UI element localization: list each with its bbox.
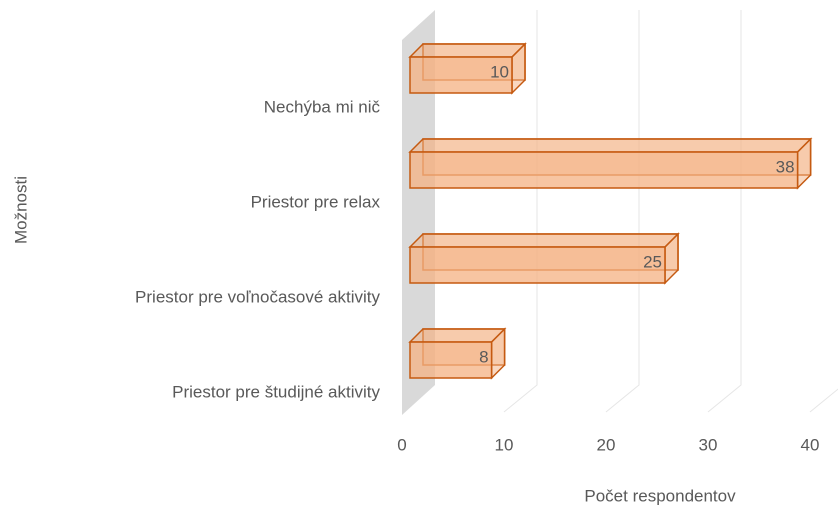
x-tick-label: 20 — [597, 435, 616, 454]
y-tick-label: Priestor pre študijné aktivity — [172, 382, 380, 401]
x-tick-label: 40 — [801, 435, 820, 454]
bar-face — [408, 233, 680, 248]
x-tick-label: 30 — [699, 435, 718, 454]
bar — [408, 232, 680, 285]
x-tick-label: 10 — [495, 435, 514, 454]
bar-face — [408, 138, 813, 153]
x-tick-label: 0 — [397, 435, 406, 454]
bar — [408, 42, 527, 95]
grid-line — [503, 10, 538, 413]
y-tick-label: Priestor pre relax — [251, 192, 381, 211]
bar-face — [409, 151, 799, 189]
bar-face — [408, 328, 507, 343]
grid-line — [809, 388, 838, 413]
x-axis-label: Počet respondentov — [584, 486, 736, 505]
y-axis-label: Možnosti — [11, 176, 30, 244]
back-wall — [402, 10, 435, 415]
bar — [408, 327, 507, 380]
data-label: 25 — [643, 252, 662, 271]
grid-line — [707, 10, 742, 413]
data-label: 8 — [479, 347, 488, 366]
data-label: 38 — [776, 157, 795, 176]
bar — [408, 137, 813, 190]
grid-line — [605, 10, 640, 413]
data-label: 10 — [490, 62, 509, 81]
y-tick-label: Priestor pre voľnočasové aktivity — [135, 287, 380, 306]
bar-face — [409, 246, 666, 284]
bar-face — [409, 56, 513, 94]
y-tick-label: Nechýba mi nič — [264, 97, 381, 116]
bar-face — [408, 43, 527, 58]
bar-face — [409, 341, 493, 379]
